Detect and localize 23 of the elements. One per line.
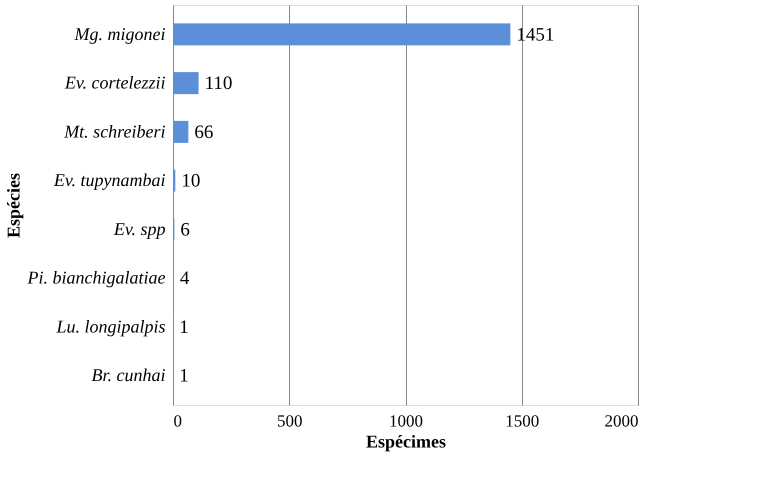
y-tick-label: Mg. migonei: [74, 24, 166, 44]
data-label: 10: [181, 170, 200, 192]
y-axis-title: Espécies: [4, 173, 24, 238]
y-tick-label: Br. cunhai: [92, 365, 166, 386]
data-label: 4: [180, 268, 190, 290]
x-tick-label: 0: [174, 412, 182, 430]
x-axis-title: Espécimes: [366, 432, 446, 452]
y-tick-label: Ev. cortelezzii: [64, 72, 166, 93]
y-tick-label: Ev. spp: [112, 218, 166, 239]
data-label: 66: [194, 122, 214, 143]
data-label: 1451: [516, 24, 554, 46]
y-tick-label: Ev. tupynambai: [52, 170, 166, 190]
data-label: 1: [179, 366, 189, 387]
y-tick-label: Mt. schreiberi: [63, 121, 166, 142]
x-tick-label: 1000: [389, 412, 423, 430]
x-tick-label: 2000: [604, 412, 638, 430]
data-label: 6: [180, 219, 190, 240]
data-label: 110: [204, 73, 232, 94]
x-tick-label: 500: [277, 412, 302, 430]
y-tick-label: Pi. bianchigalatiae: [26, 268, 166, 288]
data-label: 1: [179, 316, 189, 338]
x-tick-label: 1500: [505, 412, 540, 430]
y-tick-label: Lu. longipalpis: [55, 316, 166, 336]
